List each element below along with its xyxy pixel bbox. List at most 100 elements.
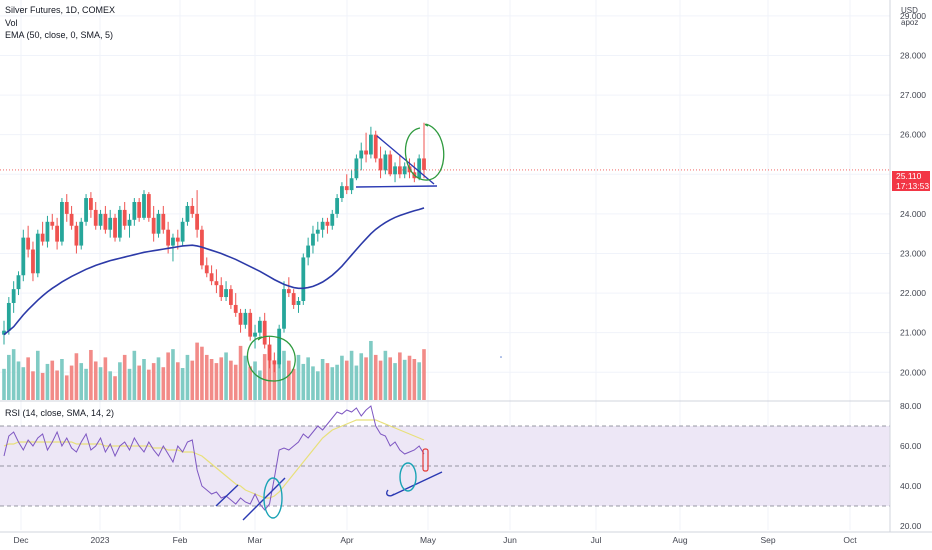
- candle-body: [301, 257, 305, 301]
- candle-body: [195, 214, 199, 230]
- rsi-tick-label: 60.00: [900, 441, 922, 451]
- volume-bar: [70, 366, 74, 400]
- candle-body: [84, 198, 88, 222]
- currency-label: USD: [901, 6, 918, 15]
- volume-bar: [263, 354, 267, 400]
- volume-bar: [321, 359, 325, 400]
- volume-bar: [408, 356, 412, 400]
- y-tick-label: 22.000: [900, 288, 926, 298]
- volume-bar: [282, 351, 286, 400]
- candle-body: [330, 214, 334, 226]
- candle-body: [403, 166, 407, 174]
- volume-bar: [306, 357, 310, 400]
- x-tick-label: Mar: [248, 535, 263, 545]
- volume-bar: [55, 370, 59, 400]
- volume-bar: [12, 349, 16, 400]
- candle-body: [17, 275, 21, 289]
- volume-bar: [364, 357, 368, 400]
- candle-body: [297, 301, 301, 305]
- candle-body: [229, 289, 233, 305]
- volume-bar: [142, 359, 146, 400]
- candle-body: [311, 234, 315, 246]
- x-tick-label: Feb: [173, 535, 188, 545]
- volume-bar: [79, 363, 83, 400]
- candle-body: [243, 313, 247, 325]
- volume-bar: [118, 362, 122, 400]
- volume-bar: [137, 366, 141, 400]
- vol-legend[interactable]: Vol: [5, 18, 18, 28]
- y-tick-label: 21.000: [900, 328, 926, 338]
- candle-body: [350, 178, 354, 190]
- last-price-countdown: 17:13:53: [896, 181, 930, 191]
- volume-bar: [413, 359, 417, 400]
- volume-bar: [403, 360, 407, 400]
- candle-body: [142, 194, 146, 218]
- candle-body: [12, 289, 16, 303]
- y-tick-label: 20.000: [900, 367, 926, 377]
- candle-body: [248, 313, 252, 337]
- volume-bar: [239, 346, 243, 400]
- volume-bar: [195, 343, 199, 400]
- candle-body: [161, 214, 165, 230]
- rsi-legend[interactable]: RSI (14, close, SMA, 14, 2): [5, 408, 114, 418]
- volume-bar: [7, 355, 11, 400]
- candle-body: [205, 265, 209, 273]
- candle-body: [239, 313, 243, 325]
- candle-body: [253, 333, 257, 337]
- volume-bar: [171, 349, 175, 400]
- x-tick-label: Oct: [843, 535, 857, 545]
- candle-body: [210, 273, 214, 281]
- x-tick-label: Dec: [13, 535, 29, 545]
- x-tick-label: Jul: [591, 535, 602, 545]
- candle-body: [258, 321, 262, 333]
- volume-bar: [200, 347, 204, 400]
- rsi-tick-label: 80.00: [900, 401, 922, 411]
- symbol-legend[interactable]: Silver Futures, 1D, COMEX: [5, 5, 115, 15]
- candle-body: [364, 151, 368, 155]
- candle-body: [113, 218, 117, 238]
- candle-body: [75, 226, 79, 246]
- volume-bar: [147, 370, 151, 400]
- candle-body: [359, 151, 363, 159]
- volume-bar: [355, 366, 359, 400]
- volume-bar: [75, 353, 79, 400]
- ema-legend[interactable]: EMA (50, close, 0, SMA, 5): [5, 30, 113, 40]
- volume-bar: [152, 363, 156, 400]
- candle-body: [60, 202, 64, 242]
- candle-body: [190, 206, 194, 214]
- candle-body: [31, 250, 35, 274]
- volume-bar: [60, 359, 64, 400]
- candle-body: [132, 202, 136, 220]
- volume-bar: [335, 365, 339, 400]
- support-trendline: [356, 186, 437, 187]
- candle-body: [46, 222, 50, 242]
- candle-body: [355, 158, 359, 178]
- volume-bar: [166, 352, 170, 400]
- volume-bar: [157, 357, 161, 400]
- volume-bar: [123, 355, 127, 400]
- volume-bar: [248, 366, 252, 400]
- candle-body: [79, 222, 83, 246]
- volume-bar: [297, 355, 301, 400]
- volume-bar: [133, 351, 137, 400]
- volume-bar: [393, 363, 397, 400]
- candle-body: [335, 198, 339, 214]
- candle-body: [383, 154, 387, 170]
- candle-body: [65, 202, 69, 214]
- candle-body: [137, 202, 141, 218]
- rsi-tick-label: 20.00: [900, 521, 922, 531]
- candle-body: [41, 234, 45, 242]
- volume-bar: [244, 356, 248, 400]
- volume-bar: [219, 357, 223, 400]
- candle-body: [306, 246, 310, 258]
- volume-bar: [311, 366, 315, 400]
- candle-body: [263, 321, 267, 345]
- volume-bar: [190, 361, 194, 400]
- candle-body: [50, 222, 54, 226]
- volume-bar: [330, 367, 334, 400]
- volume-bar: [369, 341, 373, 400]
- candle-body: [186, 206, 190, 222]
- candle-body: [36, 234, 40, 274]
- candle-body: [379, 158, 383, 170]
